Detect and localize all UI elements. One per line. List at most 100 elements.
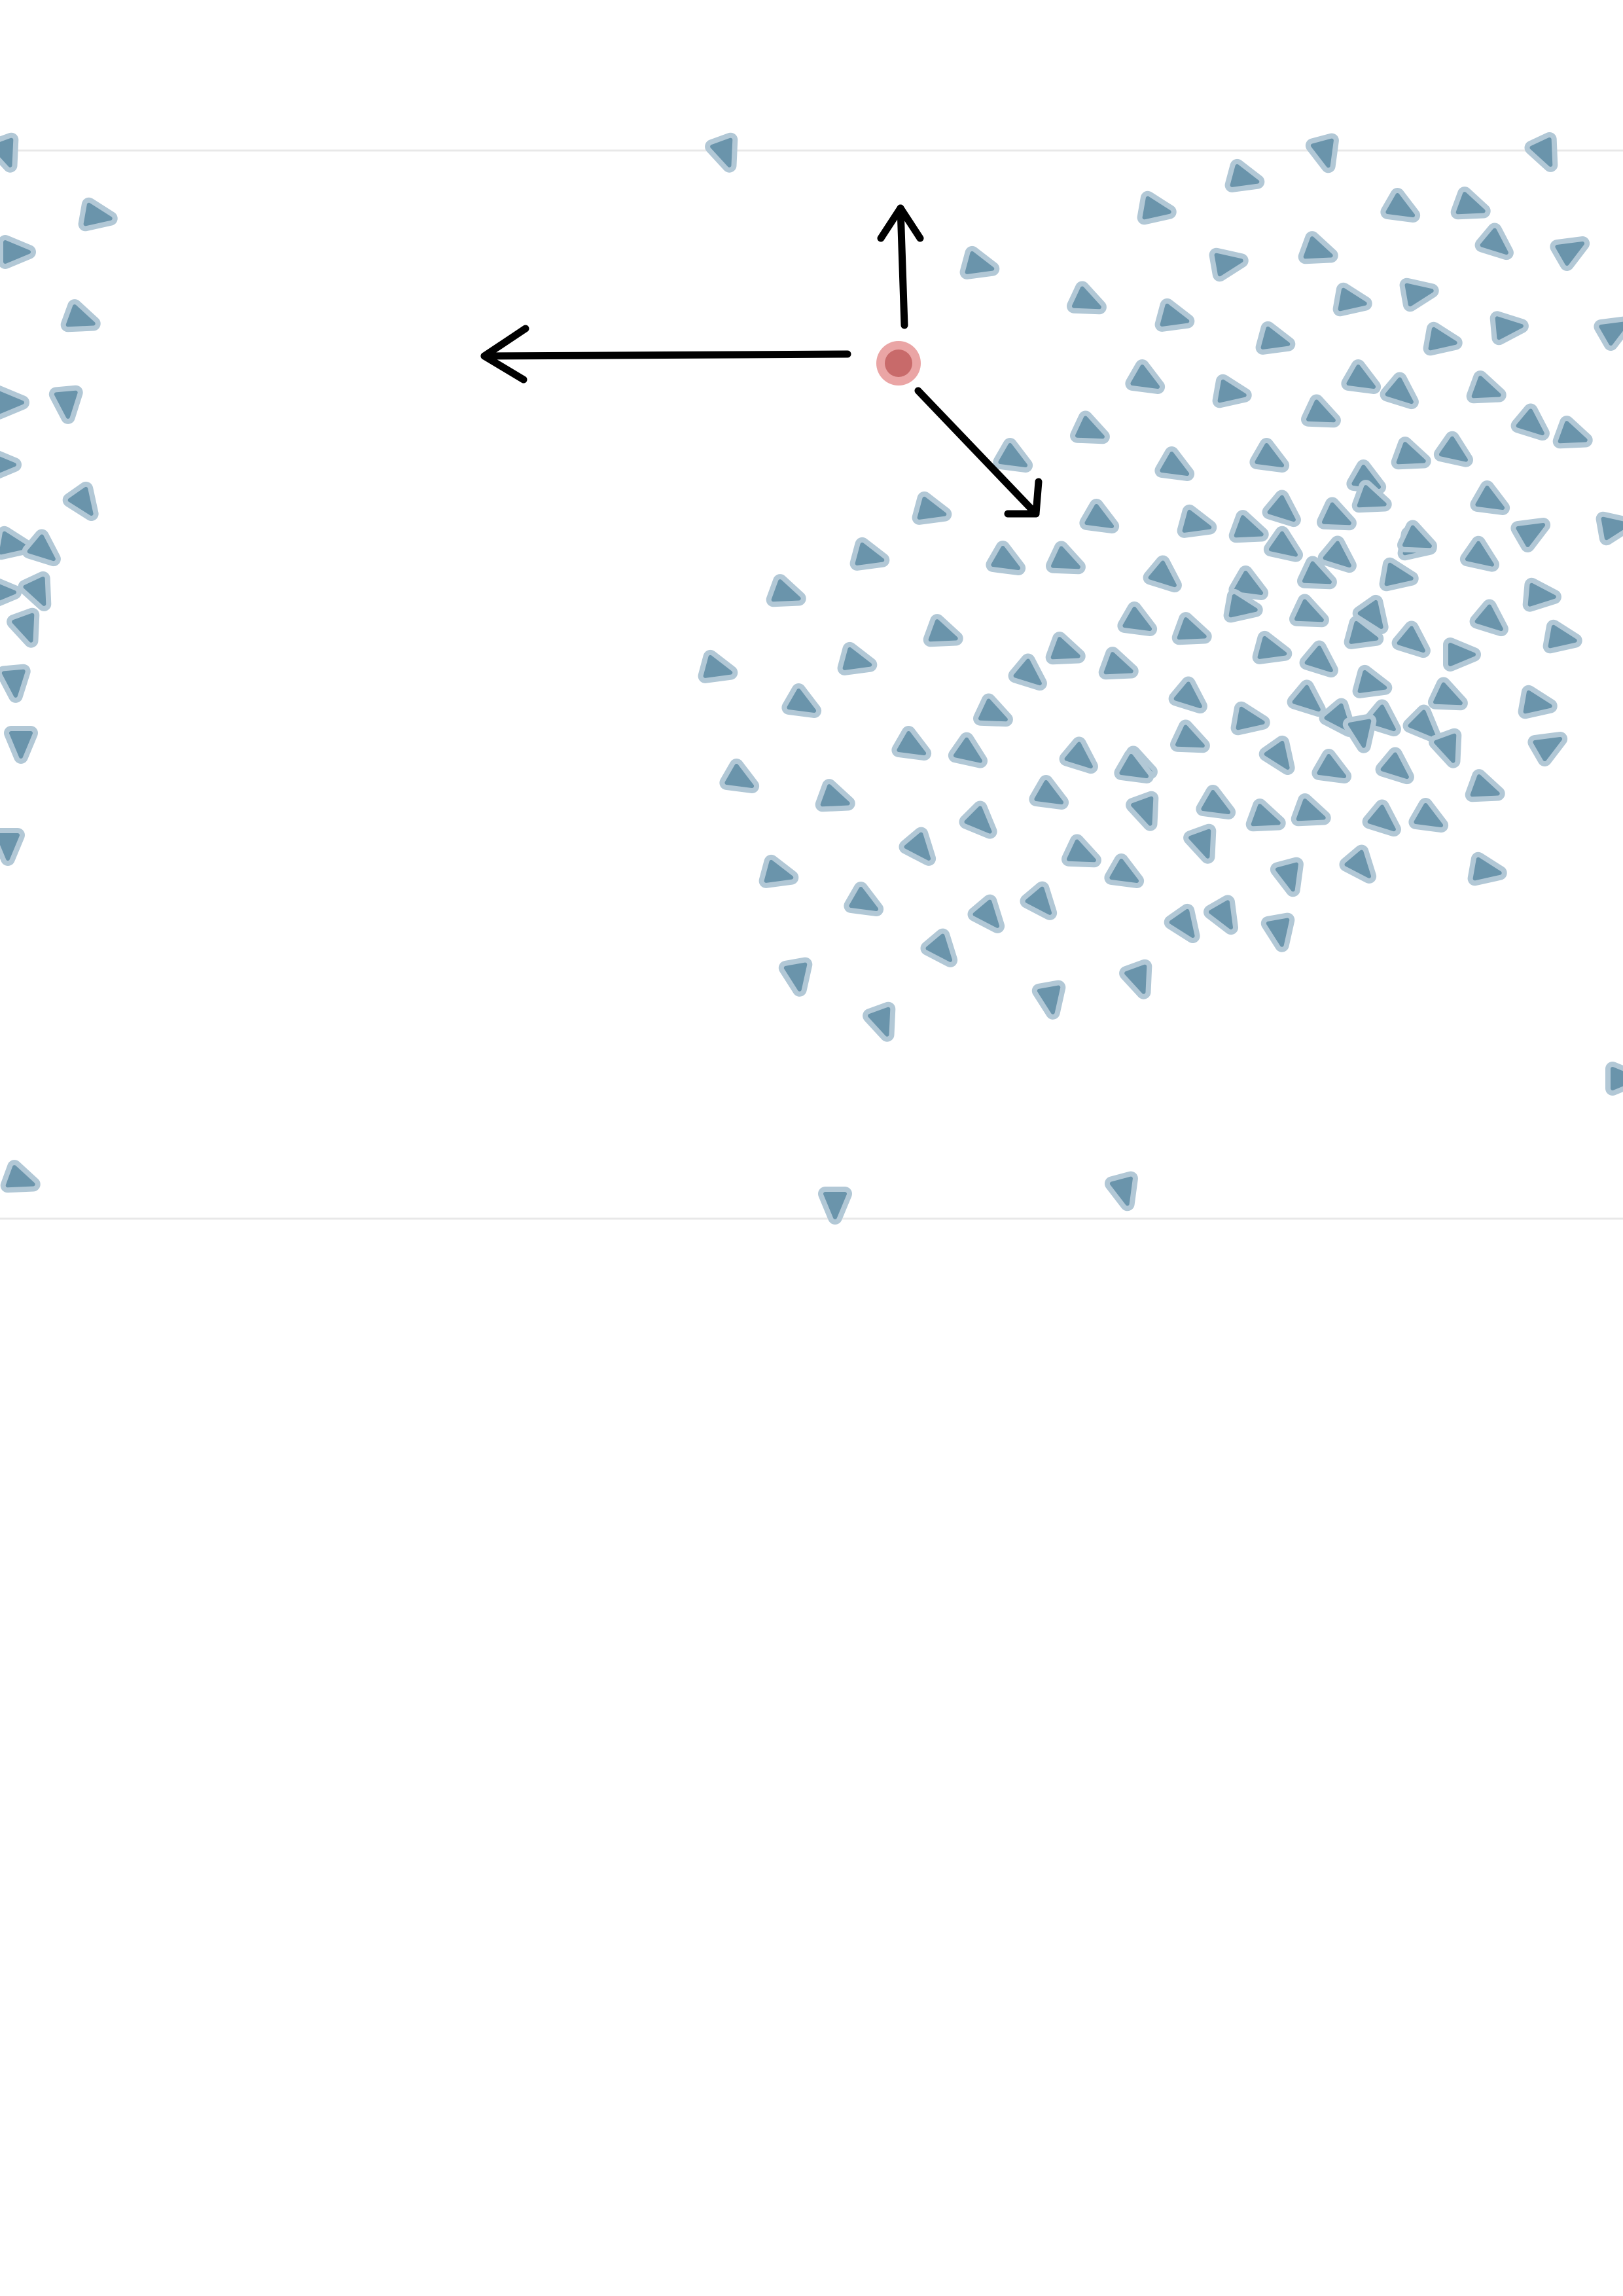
agent [0, 450, 22, 479]
agent [959, 800, 997, 839]
agent-triangle-icon [1475, 486, 1505, 510]
agent [1070, 410, 1110, 444]
arrow-down-right-head [1004, 478, 1043, 518]
agent-triangle-icon [1558, 421, 1588, 444]
agent [1362, 799, 1401, 837]
agent [1459, 535, 1499, 572]
agent-triangle-icon [1433, 682, 1463, 706]
agent [1380, 188, 1421, 223]
agent-triangle-icon [1268, 531, 1298, 557]
agent-triangle-icon [1516, 408, 1544, 436]
agent [0, 235, 36, 269]
agent [1263, 526, 1303, 562]
agent [1059, 736, 1098, 774]
agent [1209, 247, 1249, 282]
agent [1552, 416, 1593, 449]
agent [993, 438, 1033, 473]
agent-triangle-icon [1160, 452, 1190, 476]
agent-triangle-icon [3, 240, 31, 264]
agent-triangle-icon [0, 137, 14, 168]
agent [1402, 704, 1441, 743]
agent-triangle-icon [1527, 583, 1556, 607]
agent [1362, 699, 1401, 737]
agent-triangle-icon [1236, 706, 1265, 730]
agent-triangle-icon [23, 577, 46, 606]
agent-triangle-icon [1292, 685, 1321, 712]
agent-triangle-icon [1396, 442, 1426, 465]
agent-triangle-icon [67, 486, 94, 516]
agent [1474, 223, 1514, 260]
agent-triangle-icon [928, 619, 958, 642]
agent-triangle-icon [1034, 780, 1064, 804]
agent [1228, 565, 1269, 600]
agent [1341, 359, 1382, 394]
agent-triangle-icon [1160, 303, 1190, 327]
agent [1224, 158, 1265, 192]
agent [698, 649, 738, 683]
agent-triangle-icon [1471, 376, 1501, 399]
agent-triangle-icon [1209, 900, 1233, 930]
agent-triangle-icon [1294, 599, 1324, 622]
agent [891, 726, 932, 761]
agent-triangle-icon [65, 304, 96, 327]
agent [1119, 959, 1152, 999]
agent [1342, 713, 1377, 753]
agent [1391, 437, 1431, 470]
agent-triangle-icon [771, 579, 801, 602]
agent-triangle-icon [1385, 377, 1414, 404]
focus-agent [876, 341, 921, 386]
agent-triangle-icon [1234, 515, 1264, 538]
agent-triangle-icon [1322, 502, 1351, 526]
agent [1291, 793, 1331, 827]
agent-triangle-icon [1, 669, 26, 698]
agent [1168, 676, 1207, 714]
agent-triangle-icon [783, 962, 808, 992]
agent [1489, 311, 1529, 346]
agent [986, 541, 1026, 575]
arrow-up [877, 204, 924, 329]
agent-triangle-icon [83, 202, 113, 226]
agent [1605, 1062, 1623, 1096]
agent-triangle-icon [1072, 286, 1101, 310]
agent-triangle-icon [1304, 645, 1333, 673]
agent [705, 132, 738, 173]
arrow-group [480, 204, 1043, 518]
agent [1375, 747, 1414, 785]
agent [1317, 535, 1357, 573]
agent-triangle-icon [1367, 804, 1396, 832]
agent [1212, 374, 1252, 408]
agent [1008, 653, 1047, 691]
agent-triangle-icon [1357, 670, 1387, 693]
agent-triangle-icon [0, 584, 16, 601]
arrow-left-shaft [480, 350, 851, 360]
agent-triangle-icon [1131, 796, 1154, 826]
agent [1594, 316, 1623, 351]
agent-triangle-icon [9, 731, 33, 759]
agent-triangle-icon [1067, 839, 1096, 863]
agent [1258, 735, 1295, 775]
agent-triangle-icon [953, 737, 982, 763]
agent [1143, 555, 1182, 593]
agent [1466, 370, 1507, 404]
agent [1301, 394, 1341, 428]
agent-triangle-icon [1234, 571, 1264, 595]
agent [1352, 594, 1389, 634]
arrow-down-right-shaft [914, 387, 1040, 518]
agent [1469, 599, 1508, 637]
agent-triangle-icon [1380, 752, 1409, 780]
agent [973, 693, 1013, 727]
agent [1543, 619, 1582, 654]
agent [1079, 499, 1120, 533]
agent [818, 1187, 852, 1225]
agent-triangle-icon [1323, 541, 1351, 568]
agent-triangle-icon [1555, 242, 1585, 266]
agent [18, 571, 52, 611]
agent-triangle-icon [1414, 803, 1444, 827]
agent-triangle-icon [1260, 326, 1291, 350]
agent-triangle-icon [1228, 594, 1258, 618]
agent [78, 197, 118, 232]
agent [1114, 749, 1154, 783]
frame [0, 149, 1623, 1220]
agent [0, 526, 33, 560]
agent-triangle-icon [972, 899, 1000, 928]
